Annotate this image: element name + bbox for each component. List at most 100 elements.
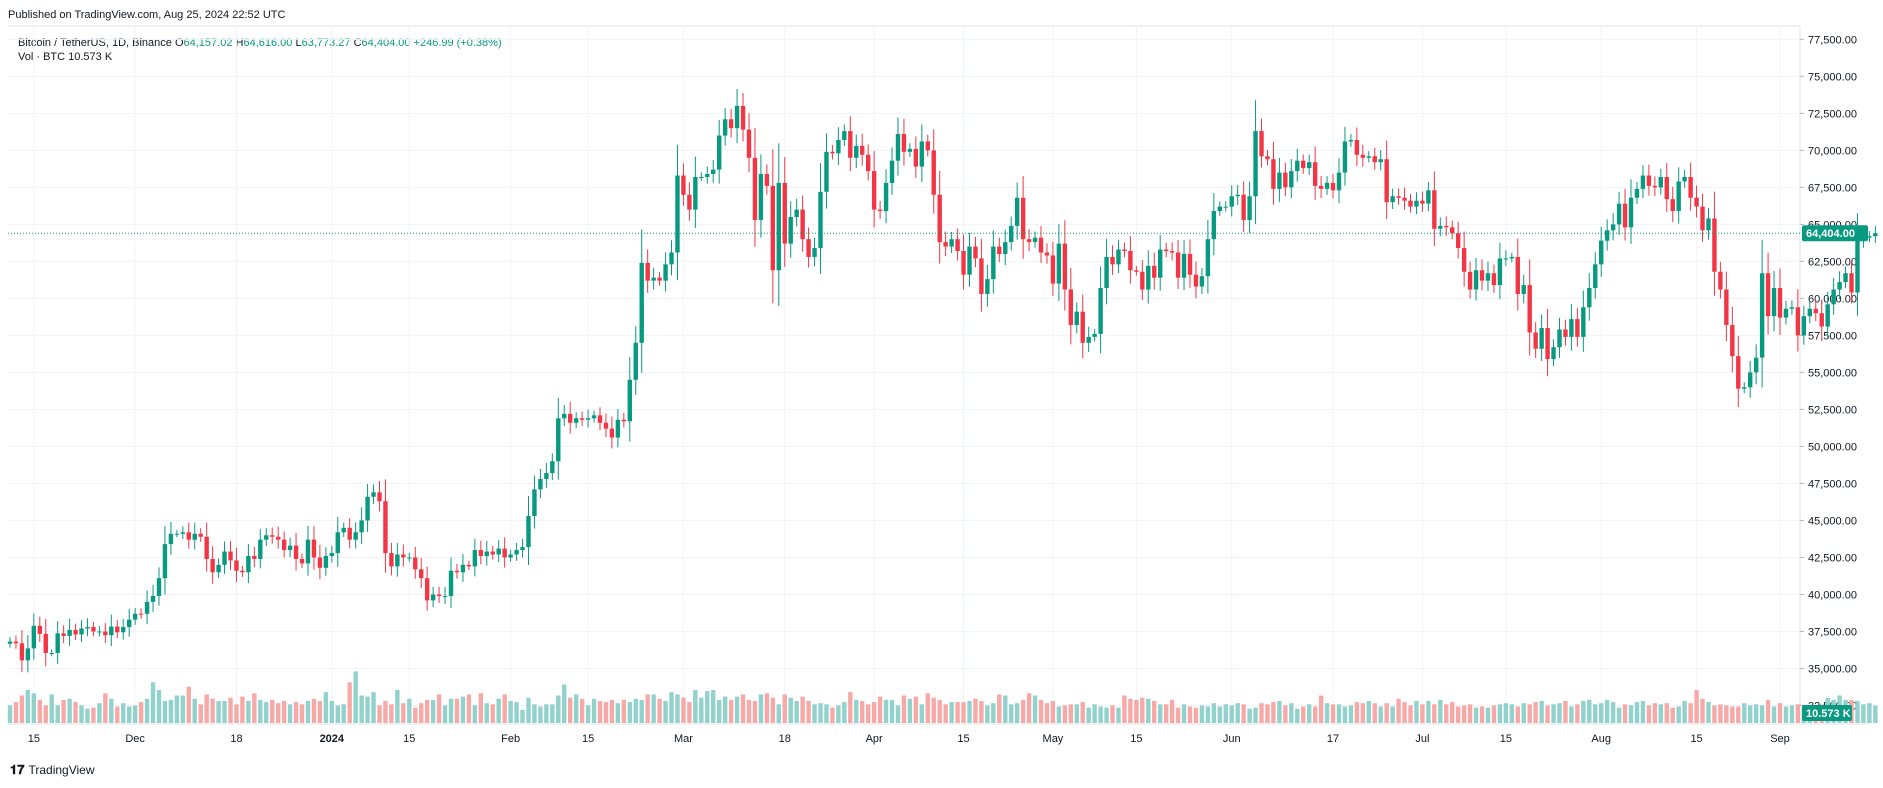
candle-body: [1694, 197, 1699, 207]
volume-bar: [836, 705, 841, 723]
candle-body: [1306, 162, 1312, 169]
candle-body: [73, 629, 78, 635]
candle-body: [1396, 196, 1401, 198]
volume-bar: [198, 704, 203, 723]
volume-bar: [830, 707, 835, 723]
candle-body: [532, 489, 537, 517]
candle-body: [1557, 329, 1562, 348]
candle-body: [270, 535, 275, 537]
volume-bar: [562, 684, 567, 723]
candle-body: [1533, 332, 1538, 349]
volume-bar: [1003, 695, 1008, 723]
candle-body: [675, 175, 680, 253]
volume-bar: [1074, 704, 1079, 723]
candle-body: [1038, 237, 1044, 253]
volume-bar: [1473, 707, 1479, 723]
volume-bar: [1038, 699, 1044, 723]
candle-body: [1330, 182, 1336, 191]
candle-body: [347, 527, 352, 540]
candle-body: [895, 134, 901, 161]
volume-bar: [180, 695, 186, 723]
candle-body: [1515, 256, 1520, 294]
volume-bar: [1497, 704, 1503, 723]
candle-body: [1581, 307, 1586, 337]
time-tick-label: 17: [1327, 733, 1339, 745]
volume-bar: [1241, 704, 1246, 723]
candle-body: [1336, 172, 1342, 191]
candle-body: [1062, 243, 1068, 290]
volume-bar: [1604, 699, 1610, 723]
volume-bar: [67, 698, 72, 723]
volume-bar: [311, 698, 317, 723]
candle-body: [1616, 203, 1622, 225]
candle-body: [603, 422, 609, 429]
volume-bar: [91, 707, 96, 723]
candle-body: [848, 131, 853, 158]
volume-bar: [1229, 705, 1234, 723]
volume-label[interactable]: Vol · BTC: [18, 51, 66, 63]
volume-bar: [1521, 703, 1526, 723]
candle-body: [61, 633, 66, 636]
volume-value: 10.573 K: [68, 51, 113, 63]
candle-body: [150, 595, 156, 602]
candle-body: [264, 535, 269, 540]
candle-body: [478, 550, 484, 556]
candle-body: [37, 625, 42, 634]
volume-bar: [1742, 703, 1747, 723]
symbol-label[interactable]: Bitcoin / TetherUS, 1D, Binance: [18, 37, 172, 49]
candle-body: [579, 418, 585, 420]
volume-bar: [132, 705, 138, 723]
candle-body: [1700, 206, 1705, 231]
volume-bar: [1163, 704, 1169, 723]
candle-body: [103, 631, 108, 636]
volume-bar: [448, 698, 454, 723]
candle-body: [764, 174, 770, 186]
volume-bar: [1545, 705, 1550, 723]
candle-body: [556, 418, 561, 462]
last-volume-label: 10.573 K: [1806, 708, 1851, 720]
volume-bar: [383, 701, 388, 723]
volume-bar: [854, 699, 859, 723]
volume-legend: Vol · BTC 10.573 K: [18, 51, 112, 63]
candle-body: [562, 413, 567, 419]
candle-body: [705, 174, 710, 177]
volume-bar: [985, 705, 990, 723]
tradingview-logo[interactable]: 𝟏𝟕 TradingView: [10, 762, 95, 778]
candle-body: [788, 216, 793, 244]
volume-bar: [121, 703, 126, 723]
time-tick-label: 18: [779, 733, 791, 745]
volume-bar: [460, 696, 466, 723]
volume-bar: [1610, 702, 1616, 723]
volume-bar: [442, 705, 448, 723]
candle-body: [49, 652, 54, 654]
volume-bar: [1676, 706, 1681, 723]
candle-body: [1289, 171, 1294, 188]
candle-body: [395, 554, 400, 567]
candle-body: [1211, 211, 1217, 240]
volume-bar: [991, 703, 996, 723]
volume-bar: [377, 705, 382, 723]
candle-body: [204, 536, 209, 559]
volume-bar: [1324, 703, 1330, 723]
volume-bar: [1652, 703, 1658, 723]
candle-body: [317, 557, 323, 568]
candle-body: [323, 555, 329, 568]
candle-body: [85, 627, 90, 629]
volume-bar: [335, 705, 340, 723]
candle-body: [842, 131, 847, 140]
volume-bar: [639, 699, 644, 723]
candle-body: [1205, 239, 1211, 277]
candle-body: [1759, 273, 1765, 358]
volume-bar: [627, 702, 632, 723]
candle-body: [1706, 218, 1711, 231]
candle-body: [925, 141, 930, 151]
candle-body: [1718, 271, 1723, 290]
volume-bar: [663, 701, 668, 723]
candle-body: [1569, 319, 1574, 337]
candle-body: [252, 555, 257, 559]
candle-body: [1646, 175, 1652, 186]
candle-body: [985, 279, 990, 294]
volume-bar: [1283, 705, 1288, 723]
candle-body: [180, 532, 186, 534]
